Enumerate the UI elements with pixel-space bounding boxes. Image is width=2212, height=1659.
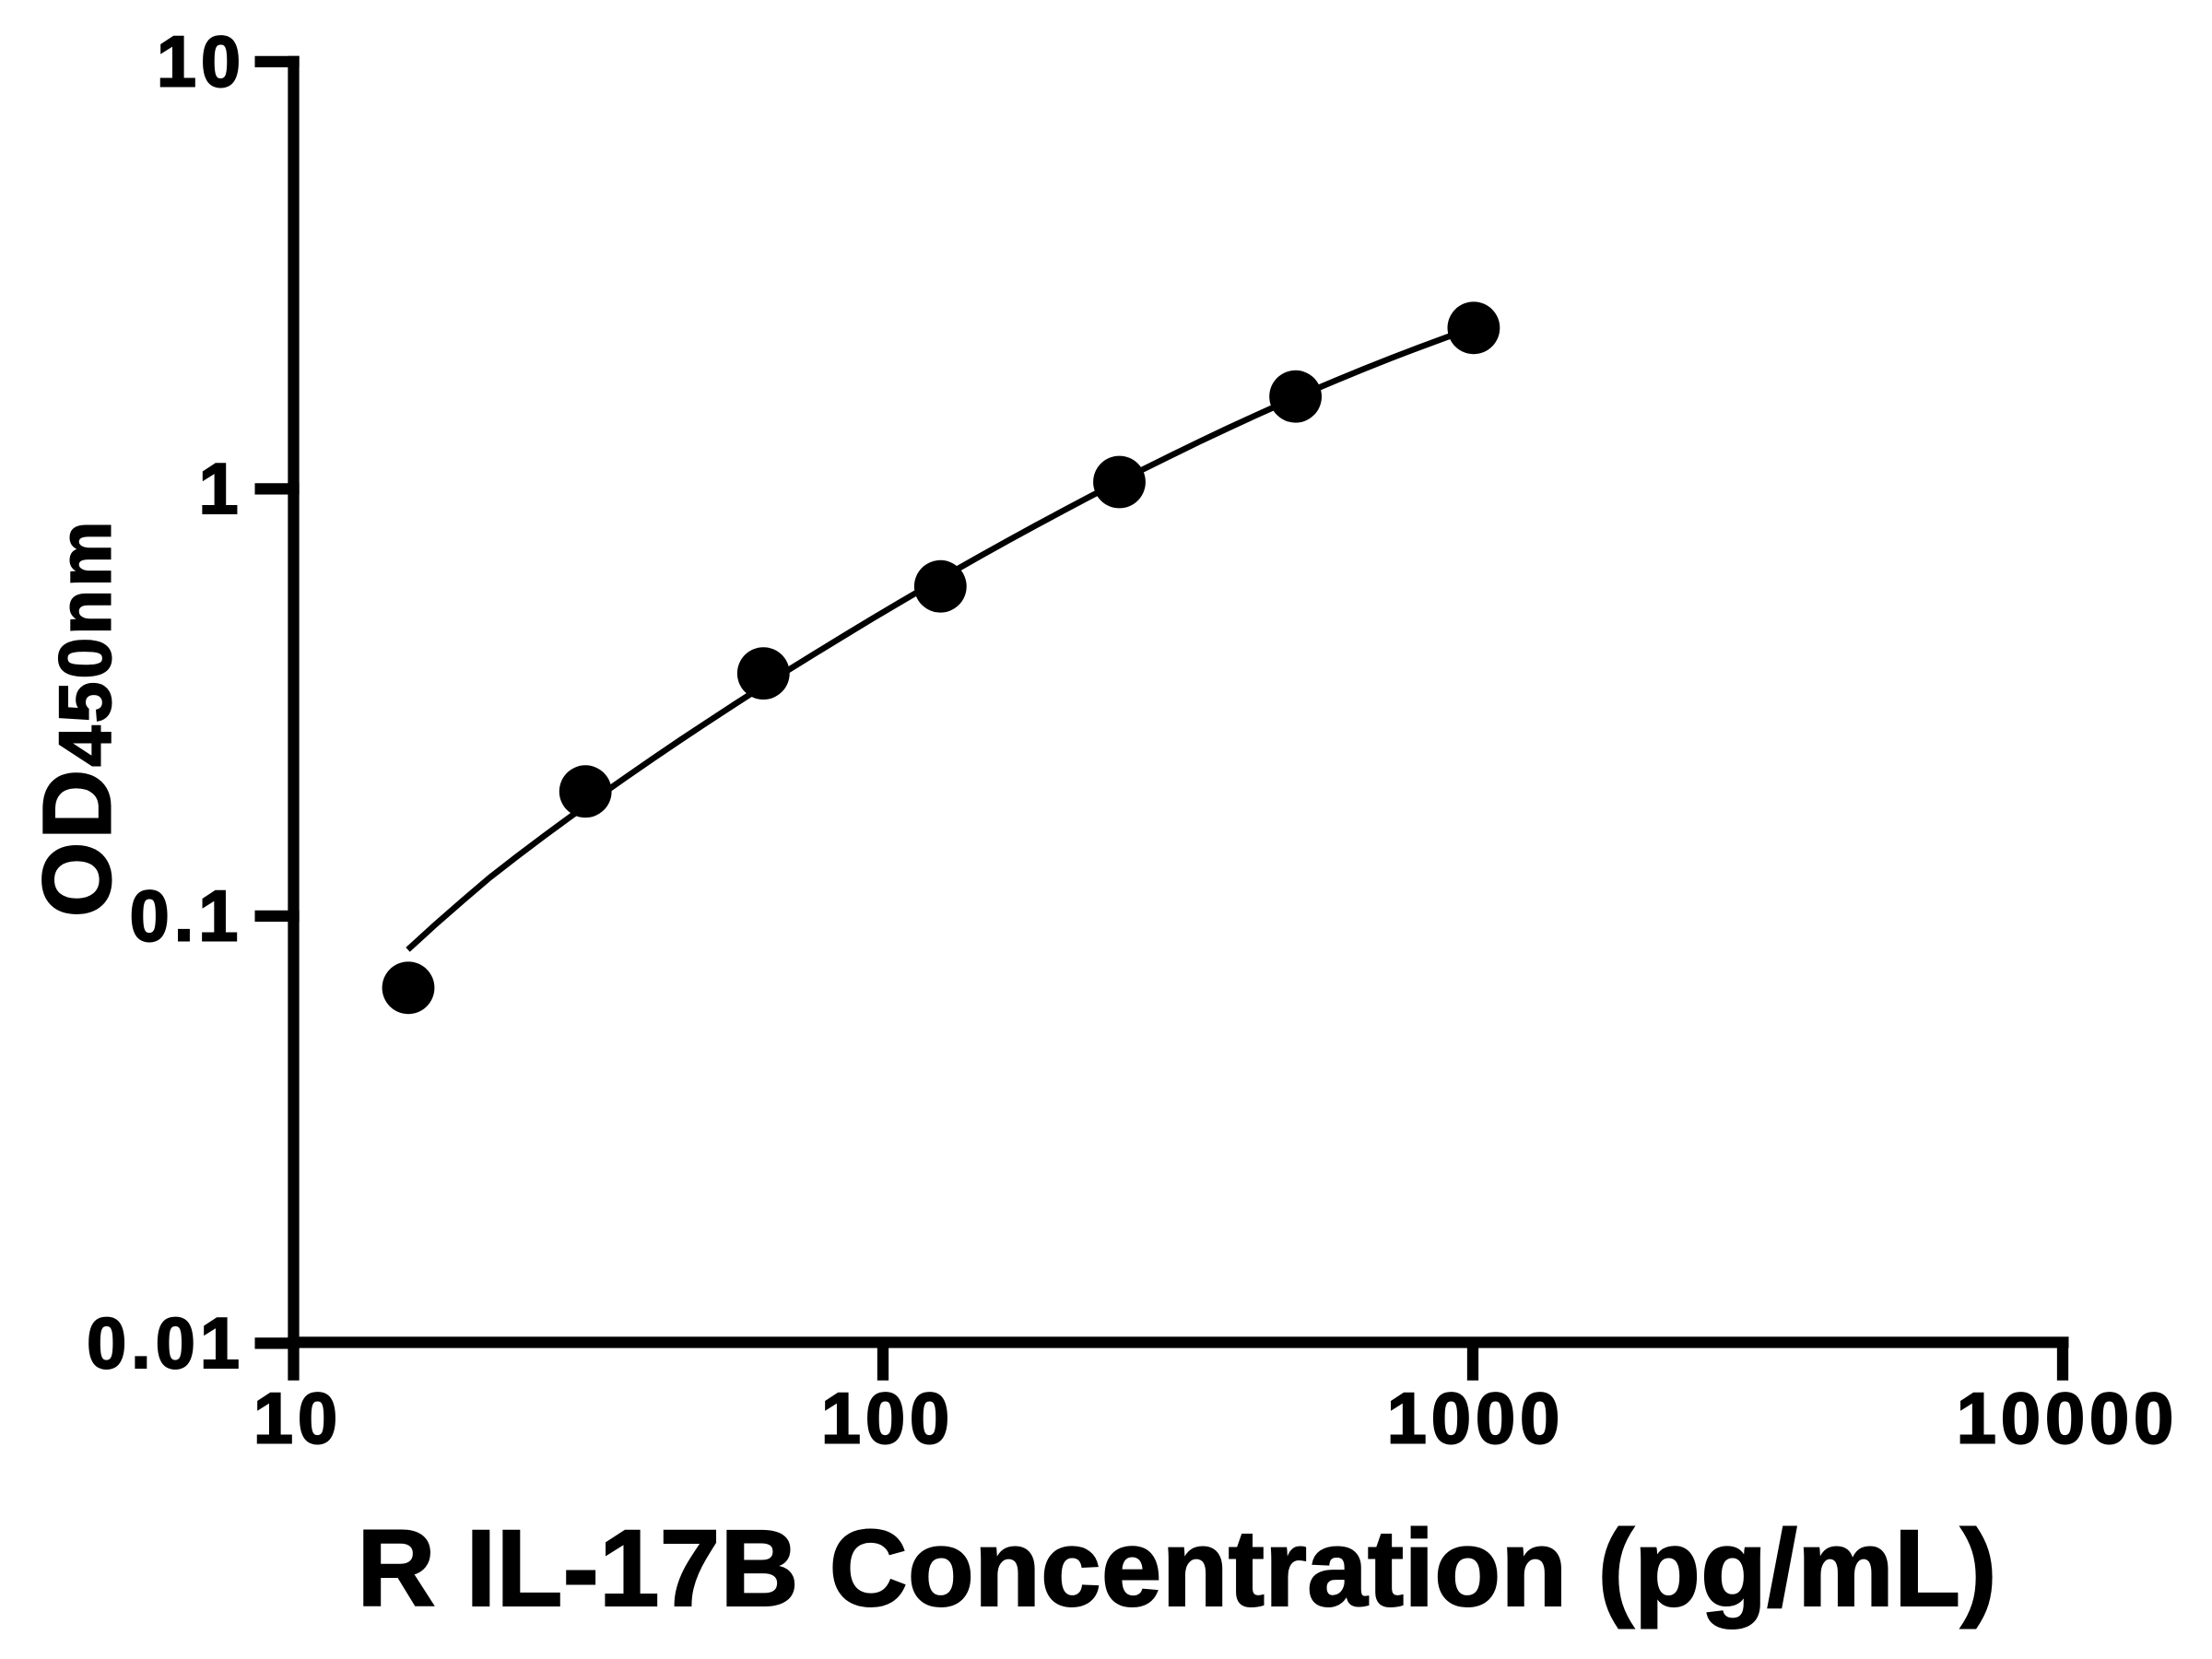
svg-text:0.01: 0.01 (87, 1304, 244, 1383)
svg-text:R IL-17B Concentration (pg/mL): R IL-17B Concentration (pg/mL) (357, 1507, 1996, 1629)
svg-text:100: 100 (821, 1380, 954, 1459)
svg-text:1: 1 (198, 450, 238, 529)
svg-text:10: 10 (157, 23, 245, 102)
svg-text:0.1: 0.1 (130, 877, 243, 957)
svg-text:1000: 1000 (1387, 1380, 1564, 1459)
svg-text:10000: 10000 (1957, 1380, 2179, 1459)
svg-text:10: 10 (253, 1380, 342, 1459)
